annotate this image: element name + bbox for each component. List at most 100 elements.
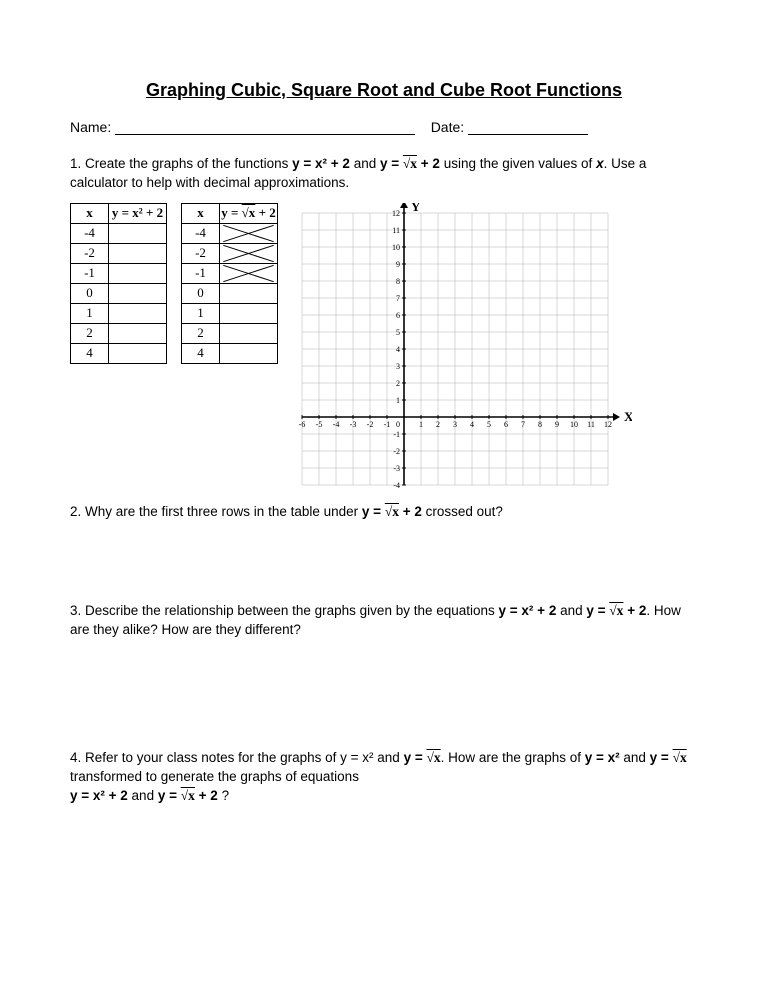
grid-svg: -6-5-4-3-2-1123456789101112-4-3-2-112345…: [292, 203, 632, 503]
svg-text:5: 5: [487, 420, 491, 429]
t2-blank[interactable]: [220, 323, 278, 343]
q4-eq2: y = √x: [404, 750, 441, 765]
table-1: xy = x² + 2 -4 -2 -1 0 1 2 4: [70, 203, 167, 364]
svg-text:6: 6: [504, 420, 508, 429]
q1-eq2-sqrt: √x: [403, 156, 417, 171]
t2-blank[interactable]: [220, 343, 278, 363]
q3-eq2: y = √x + 2: [586, 603, 646, 618]
question-3: 3. Describe the relationship between the…: [70, 602, 698, 640]
t1-header-y: y = x² + 2: [109, 203, 167, 223]
svg-text:4: 4: [470, 420, 474, 429]
question-1: 1. Create the graphs of the functions y …: [70, 155, 698, 193]
q4-l3-eq1: y = x² + 2: [70, 788, 128, 803]
table-row: 2: [182, 323, 278, 343]
q3-text: 3. Describe the relationship between the…: [70, 603, 499, 618]
svg-text:3: 3: [453, 420, 457, 429]
t1-blank[interactable]: [109, 283, 167, 303]
svg-text:Y: Y: [411, 203, 421, 214]
svg-text:-1: -1: [393, 430, 400, 439]
table-row: 2: [71, 323, 167, 343]
svg-text:11: 11: [392, 226, 400, 235]
svg-text:8: 8: [538, 420, 542, 429]
svg-text:-4: -4: [333, 420, 340, 429]
table-row: 0: [182, 283, 278, 303]
t2-blank[interactable]: [220, 283, 278, 303]
table-row: -1: [71, 263, 167, 283]
svg-text:8: 8: [396, 277, 400, 286]
question-4: 4. Refer to your class notes for the gra…: [70, 749, 698, 806]
t2-crossed: [220, 243, 278, 263]
name-blank[interactable]: [115, 134, 415, 135]
svg-text:9: 9: [555, 420, 559, 429]
q4-l1-suffix: . How are the graphs of: [441, 750, 585, 765]
t2-header-y: y = √x + 2: [220, 203, 278, 223]
svg-text:-4: -4: [393, 481, 400, 490]
q1-var: x: [596, 156, 604, 171]
q4-eq1: y = x²: [340, 750, 373, 765]
t1-blank[interactable]: [109, 343, 167, 363]
q1-suffix: using the given values of: [440, 156, 596, 171]
svg-text:7: 7: [521, 420, 525, 429]
worksheet-page: Graphing Cubic, Square Root and Cube Roo…: [0, 0, 768, 994]
table-row: -2: [71, 243, 167, 263]
t1-blank[interactable]: [109, 323, 167, 343]
table-row: -4: [71, 223, 167, 243]
svg-text:1: 1: [396, 396, 400, 405]
table-row: 1: [71, 303, 167, 323]
svg-text:4: 4: [396, 345, 400, 354]
q4-l3-suffix: ?: [218, 788, 229, 803]
table-row: -2: [182, 243, 278, 263]
svg-text:X: X: [624, 409, 632, 424]
t2-header-x: x: [182, 203, 220, 223]
table-row: 0: [71, 283, 167, 303]
svg-text:10: 10: [392, 243, 400, 252]
page-title: Graphing Cubic, Square Root and Cube Roo…: [70, 80, 698, 101]
svg-text:-3: -3: [393, 464, 400, 473]
table-row: -4: [182, 223, 278, 243]
q3-mid: and: [556, 603, 586, 618]
q1-eq2: y = √x + 2: [380, 156, 440, 171]
q2-suffix: crossed out?: [422, 504, 503, 519]
q4-l2-eq1: y = x²: [585, 750, 620, 765]
svg-text:-1: -1: [384, 420, 391, 429]
name-date-row: Name: Date:: [70, 119, 698, 135]
q1-mid: and: [350, 156, 380, 171]
svg-text:3: 3: [396, 362, 400, 371]
t2-blank[interactable]: [220, 303, 278, 323]
svg-text:5: 5: [396, 328, 400, 337]
table-row: 1: [182, 303, 278, 323]
q1-eq1: y = x² + 2: [292, 156, 350, 171]
t1-blank[interactable]: [109, 243, 167, 263]
t1-blank[interactable]: [109, 263, 167, 283]
table-2: xy = √x + 2 -4 -2 -1 0 1 2 4: [181, 203, 278, 364]
svg-text:-3: -3: [350, 420, 357, 429]
table-row: 4: [182, 343, 278, 363]
q2-text: 2. Why are the first three rows in the t…: [70, 504, 362, 519]
q4-l2-suffix: transformed to generate the graphs of eq…: [70, 769, 359, 784]
t1-blank[interactable]: [109, 303, 167, 323]
date-blank[interactable]: [468, 134, 588, 135]
svg-text:-5: -5: [316, 420, 323, 429]
t2-crossed: [220, 263, 278, 283]
q4-text: 4. Refer to your class notes for the gra…: [70, 750, 340, 765]
svg-text:10: 10: [570, 420, 578, 429]
q1-text: 1. Create the graphs of the functions: [70, 156, 292, 171]
svg-text:7: 7: [396, 294, 400, 303]
name-label: Name:: [70, 119, 111, 135]
q1-eq2-post: + 2: [417, 156, 440, 171]
table-row: 4: [71, 343, 167, 363]
q1-eq2-pre: y =: [380, 156, 403, 171]
svg-text:12: 12: [392, 209, 400, 218]
svg-text:12: 12: [604, 420, 612, 429]
svg-text:1: 1: [419, 420, 423, 429]
coordinate-grid[interactable]: -6-5-4-3-2-1123456789101112-4-3-2-112345…: [292, 203, 612, 493]
svg-text:-2: -2: [393, 447, 400, 456]
question-2: 2. Why are the first three rows in the t…: [70, 503, 698, 522]
svg-text:9: 9: [396, 260, 400, 269]
q4-l3-eq2: y = √x + 2: [158, 788, 218, 803]
table-row: -1: [182, 263, 278, 283]
tables-and-grid: xy = x² + 2 -4 -2 -1 0 1 2 4 xy = √x + 2…: [70, 203, 698, 493]
t1-blank[interactable]: [109, 223, 167, 243]
svg-text:2: 2: [436, 420, 440, 429]
svg-text:-6: -6: [299, 420, 306, 429]
